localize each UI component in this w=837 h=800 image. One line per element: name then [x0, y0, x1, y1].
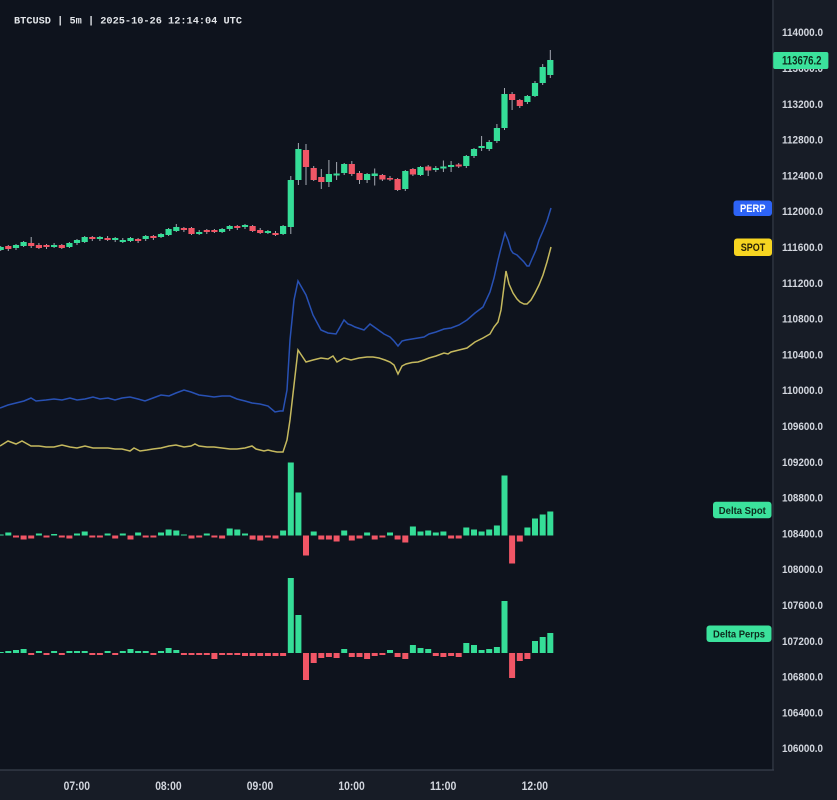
svg-text:112800.0: 112800.0 — [782, 135, 823, 147]
svg-text:08:00: 08:00 — [155, 779, 182, 793]
svg-text:12:00: 12:00 — [522, 779, 549, 793]
svg-text:09:00: 09:00 — [247, 779, 274, 793]
svg-text:112400.0: 112400.0 — [782, 170, 823, 182]
svg-text:113200.0: 113200.0 — [782, 99, 823, 111]
svg-text:11:00: 11:00 — [430, 779, 457, 793]
svg-text:107600.0: 107600.0 — [782, 600, 823, 612]
svg-text:Delta Spot: Delta Spot — [719, 505, 766, 517]
svg-text:114000.0: 114000.0 — [782, 27, 823, 39]
svg-text:112000.0: 112000.0 — [782, 206, 823, 218]
svg-text:110800.0: 110800.0 — [782, 314, 823, 326]
svg-text:111600.0: 111600.0 — [782, 242, 823, 254]
svg-text:108000.0: 108000.0 — [782, 564, 823, 576]
svg-text:PERP: PERP — [740, 203, 766, 215]
svg-text:108400.0: 108400.0 — [782, 528, 823, 540]
svg-text:106400.0: 106400.0 — [782, 707, 823, 719]
svg-text:107200.0: 107200.0 — [782, 636, 823, 648]
svg-text:BTCUSD | 5m | 2025-10-26 12:14: BTCUSD | 5m | 2025-10-26 12:14:04 UTC — [14, 16, 242, 28]
svg-text:111200.0: 111200.0 — [782, 278, 823, 290]
svg-text:110000.0: 110000.0 — [782, 385, 823, 397]
svg-text:109200.0: 109200.0 — [782, 457, 823, 469]
svg-text:10:00: 10:00 — [338, 779, 365, 793]
svg-text:110400.0: 110400.0 — [782, 349, 823, 361]
svg-text:109600.0: 109600.0 — [782, 421, 823, 433]
svg-text:07:00: 07:00 — [64, 779, 91, 793]
svg-text:Delta Perps: Delta Perps — [713, 629, 765, 641]
svg-text:108800.0: 108800.0 — [782, 493, 823, 505]
svg-text:113676.2: 113676.2 — [782, 56, 822, 68]
svg-text:SPOT: SPOT — [741, 242, 766, 254]
svg-text:106800.0: 106800.0 — [782, 672, 823, 684]
svg-text:106000.0: 106000.0 — [782, 743, 823, 755]
